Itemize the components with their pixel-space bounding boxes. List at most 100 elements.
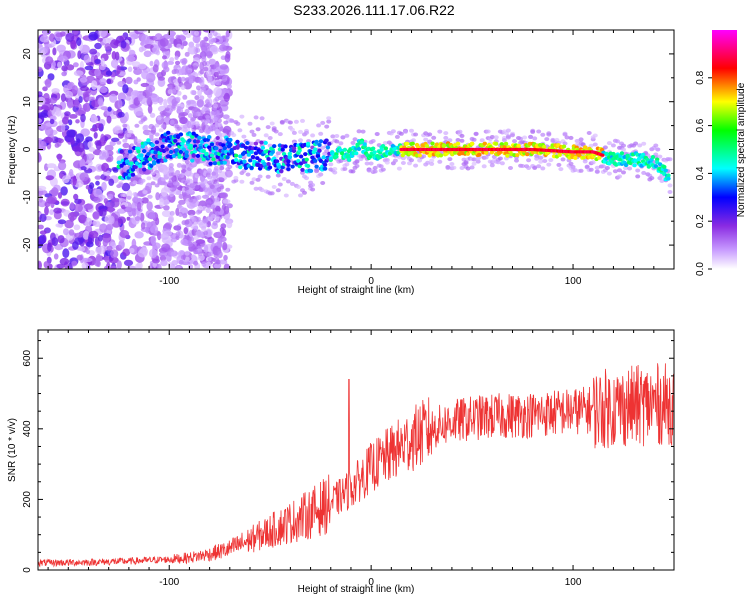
spectrogram-cell (181, 220, 187, 226)
spectrogram-cell (169, 119, 175, 125)
spectrogram-cell (313, 158, 318, 163)
spectrogram-cell (117, 131, 125, 139)
spectrogram-cell (211, 171, 217, 176)
y-tick-label: 200 (22, 491, 33, 508)
spectrogram-cell (245, 172, 251, 177)
spectrogram-cell (96, 240, 102, 247)
spectrogram-cell (223, 263, 230, 269)
spectrogram-cell (482, 141, 487, 146)
spectrogram-cell (206, 102, 211, 107)
spectrogram-cell (84, 203, 93, 210)
spectrogram-cell (155, 217, 160, 226)
spectrogram-cell (162, 169, 168, 175)
spectrogram-cell (606, 171, 612, 176)
spectrogram-cell (213, 103, 218, 109)
spectrogram-cell (116, 65, 121, 75)
spectrogram-cell (94, 175, 102, 180)
spectrogram-cell (44, 43, 49, 54)
spectrogram-cell (178, 149, 184, 154)
spectrogram-cell (47, 242, 52, 252)
spectrogram-cell (300, 167, 305, 172)
spectrogram-cell (324, 124, 330, 129)
spectrogram-cell (263, 133, 269, 138)
spectrogram-cell (300, 118, 305, 123)
spectrogram-cell (133, 164, 138, 169)
spectrogram-cell (134, 123, 140, 128)
spectrogram-cell (49, 118, 55, 125)
spectrogram-cell (217, 250, 223, 259)
spectrogram-cell (212, 31, 218, 37)
spectrogram-cell (255, 177, 261, 182)
spectrogram-cell (160, 112, 166, 117)
spectrogram-cell (150, 129, 156, 134)
spectrogram-cell (455, 141, 461, 146)
spectrogram-cell (110, 265, 117, 269)
spectrogram-cell (79, 77, 88, 83)
spectrogram-cell (146, 152, 151, 156)
spectrogram-cell (530, 129, 536, 134)
spectrogram-cell (204, 151, 209, 156)
spectrogram-cell (211, 257, 216, 262)
spectrogram-cell (479, 138, 485, 143)
spectrogram-cell (176, 173, 182, 178)
spectrogram-cell (350, 169, 356, 174)
spectrogram-cell (178, 259, 184, 265)
spectrogram-cell (82, 257, 93, 263)
spectrogram-cell (75, 133, 85, 143)
spectrogram-cell (141, 197, 149, 204)
spectrogram-cell (156, 263, 162, 269)
spectrogram-cell (326, 116, 332, 121)
spectrogram-cell (215, 211, 220, 216)
spectrogram-cell (99, 78, 107, 85)
spectrogram-cell (73, 224, 81, 231)
spectrogram-cell (215, 110, 220, 115)
spectrogram-cell (67, 212, 78, 221)
spectrogram-cell (203, 187, 209, 193)
spectrogram-cell (279, 169, 284, 173)
snr-y-axis-label: SNR (10 * v/v) (7, 418, 18, 482)
spectrogram-cell (190, 90, 196, 95)
spectrogram-cell (120, 60, 125, 67)
spectrogram-cell (265, 125, 271, 130)
spectrogram-cell (485, 129, 491, 134)
spectrogram-cell (222, 242, 228, 251)
spectrogram-cell (84, 217, 93, 227)
spectrogram-cell (94, 122, 102, 129)
spectrogram-cell (201, 46, 206, 52)
spectrogram-cell (199, 51, 205, 57)
spectrogram-cell (338, 141, 344, 146)
spectrogram-cell (101, 181, 107, 191)
spectrogram-cell (666, 173, 671, 178)
spectrogram-cell (192, 34, 201, 44)
spectrogram-cell (573, 155, 578, 160)
spectrogram-cell (117, 99, 123, 109)
spectrogram-cell (201, 225, 207, 231)
spectrogram-cell (536, 164, 542, 169)
spectrogram-cell (84, 65, 94, 71)
spectrogram-cell (623, 166, 628, 171)
spectrogram-cell (148, 86, 153, 97)
spectrogram-cell (222, 146, 227, 151)
spectrogram-cell (196, 99, 204, 108)
spectrogram-cell (57, 192, 63, 199)
spectrogram-cell (110, 249, 119, 259)
spectrogram-cell (166, 104, 172, 109)
spectrogram-cell (49, 33, 55, 42)
spectrogram-cell (99, 64, 106, 71)
spectrogram-cell (146, 96, 151, 105)
spectrogram-cell (520, 164, 526, 168)
spectrogram-cell (572, 168, 578, 173)
spectrogram-cell (152, 258, 160, 264)
spectrogram-cell (324, 138, 329, 143)
spectrogram-cell (667, 157, 673, 162)
spectrogram-cell (152, 166, 158, 171)
spectrogram-cell (38, 112, 47, 118)
spectrogram-cell (99, 223, 108, 233)
spectrogram-cell (88, 230, 99, 239)
spectrogram-cell (182, 192, 188, 198)
spectrogram-cell (154, 123, 160, 128)
spectrogram-cell (209, 238, 215, 244)
spectrogram-cell (568, 135, 574, 140)
spectrogram-cell (136, 192, 142, 197)
spectrogram-cell (164, 147, 169, 152)
